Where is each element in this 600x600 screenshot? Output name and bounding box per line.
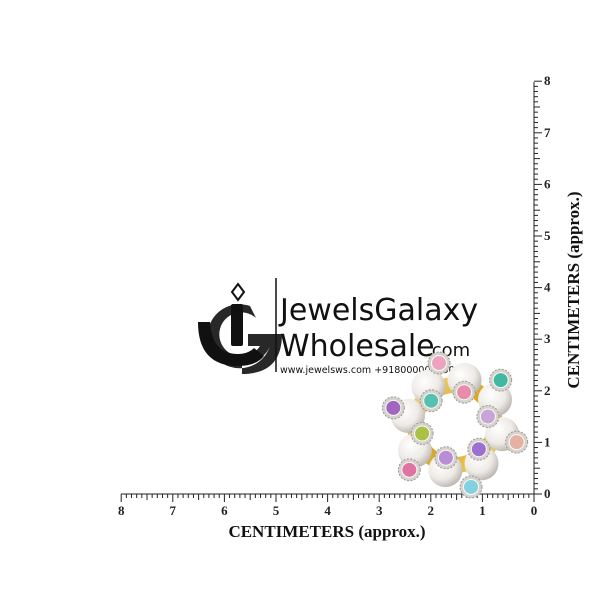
x-tick-label: 4: [324, 503, 331, 518]
gem: [479, 408, 496, 425]
y-tick-label: 6: [544, 176, 551, 191]
brand-line2: Wholesale: [280, 329, 435, 364]
gem: [437, 449, 454, 466]
y-tick-label: 0: [544, 486, 551, 501]
gem: [470, 441, 487, 458]
gem: [508, 434, 525, 451]
y-tick-label: 1: [544, 434, 551, 449]
gem: [401, 461, 418, 478]
y-tick-label: 8: [544, 73, 551, 88]
y-tick-label: 4: [544, 280, 551, 295]
gem: [492, 372, 509, 389]
y-tick-label: 3: [544, 331, 551, 346]
x-tick-label: 7: [170, 503, 177, 518]
x-tick-label: 3: [376, 503, 383, 518]
gem: [385, 399, 402, 416]
x-tick-label: 6: [221, 503, 228, 518]
gem: [456, 384, 473, 401]
x-tick-label: 5: [273, 503, 280, 518]
y-title: CENTIMETERS (approx.): [564, 191, 583, 388]
x-tick-label: 0: [531, 503, 538, 518]
x-tick-label: 8: [118, 503, 125, 518]
brooch: [381, 351, 529, 499]
gem: [463, 478, 480, 495]
brand-line1: JewelsGalaxy: [278, 293, 478, 328]
gem: [430, 355, 447, 372]
gem: [414, 425, 431, 442]
logo-icon: [198, 282, 282, 374]
gem: [423, 392, 440, 409]
x-tick-label: 2: [428, 503, 435, 518]
x-tick-label: 1: [479, 503, 486, 518]
y-tick-label: 7: [544, 125, 551, 140]
y-tick-label: 2: [544, 383, 551, 398]
x-title: CENTIMETERS (approx.): [228, 522, 425, 541]
contact: www.jewelsws.com +918000000950: [280, 365, 455, 376]
y-tick-label: 5: [544, 228, 551, 243]
